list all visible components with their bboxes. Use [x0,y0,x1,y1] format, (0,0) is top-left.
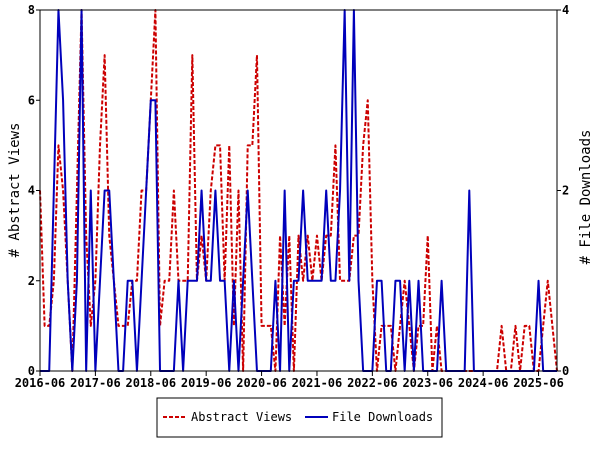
left-axis-label: # Abstract Views [7,123,23,258]
right-tick-label: 2 [562,184,569,198]
x-tick-label: 2016-06 [15,376,66,390]
x-tick-label: 2022-06 [347,376,398,390]
legend: Abstract Views File Downloads [156,397,443,438]
axes-group: 0 2 4 6 8 0 2 4 2016-06 2017-06 2018-06 2019-06 2020… [15,3,570,390]
right-tick-label: 4 [562,3,569,17]
left-tick-label: 2 [28,274,35,288]
x-tick-label: 2021-06 [292,376,343,390]
x-tick-label: 2024-06 [458,376,509,390]
legend-label-file-downloads: File Downloads [332,410,433,424]
left-tick-label: 8 [28,3,35,17]
plot-area [40,10,557,371]
x-tick-label: 2017-06 [70,376,121,390]
x-tick-label: 2018-06 [125,376,176,390]
right-axis-label: # File Downloads [578,130,594,265]
legend-label-abstract-views: Abstract Views [191,410,292,424]
series-line-file-downloads [40,9,557,372]
right-tick-label: 0 [562,364,569,378]
x-tick-label: 2020-06 [236,376,287,390]
plot-background [40,10,557,371]
left-tick-label: 0 [28,364,35,378]
left-tick-label: 6 [28,93,35,107]
x-tick-label: 2019-06 [181,376,232,390]
left-tick-label: 4 [28,184,35,198]
x-tick-label: 2025-06 [513,376,564,390]
x-tick-label: 2023-06 [402,376,453,390]
